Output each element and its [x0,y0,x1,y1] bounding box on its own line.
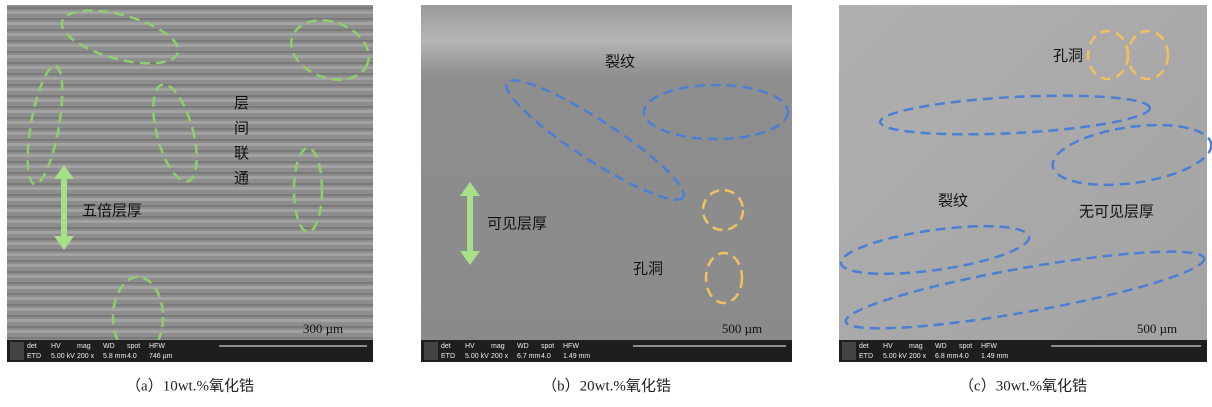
sem-image [839,5,1207,362]
info-value: 1.49 mm [981,353,1008,360]
scale-label: 300 µm [303,321,343,336]
annotation-label: 无可见层厚 [1079,204,1154,220]
info-value: ETD [27,353,41,360]
info-header: HV [51,343,61,350]
logo [10,342,24,360]
info-value: 5.00 kV [465,353,489,360]
info-value: 746 µm [149,353,173,360]
info-value: 5.00 kV [883,353,907,360]
info-header: HV [883,343,893,350]
info-value: 6.8 mm [935,353,959,360]
logo [842,342,856,360]
annotation-label: 裂纹 [938,192,968,209]
figure: 层间联通五倍层厚detETDHV5.00 kVmag200 xWD5.8 mms… [0,0,1212,407]
info-value: 5.8 mm [103,353,127,360]
annotation-label: 孔洞 [633,260,663,277]
caption: （a）10wt.%氧化锆 [126,377,254,394]
info-value: 200 x [77,353,95,360]
logo [424,342,438,360]
info-header: spot [541,343,554,350]
info-header: det [27,343,37,350]
info-header: HV [465,343,475,350]
annotation-label: 可见层厚 [487,216,547,232]
annotation-label: 孔洞 [1053,47,1083,64]
info-header: WD [935,343,947,350]
info-value: ETD [441,353,455,360]
info-header: HFW [981,343,997,350]
info-value: 1.49 mm [563,353,590,360]
info-header: spot [127,343,140,350]
info-value: 4.0 [959,353,969,360]
annotation-label: 五倍层厚 [82,202,142,219]
info-value: 4.0 [127,353,137,360]
info-value: 6.7 mm [517,353,541,360]
scale-label: 500 µm [1137,321,1177,336]
scale-label: 500 µm [722,321,762,336]
info-value: 4.0 [541,353,551,360]
info-header: mag [77,343,91,350]
annotation-label: 层间联通 [232,95,249,195]
info-header: WD [103,343,115,350]
info-value: 5.00 kV [51,353,75,360]
info-header: HFW [149,343,165,350]
info-value: ETD [859,353,873,360]
info-header: det [441,343,451,350]
annotation-label: 裂纹 [605,53,635,70]
info-header: WD [517,343,529,350]
info-header: mag [909,343,923,350]
info-value: 200 x [491,353,509,360]
info-header: spot [959,343,972,350]
info-header: HFW [563,343,579,350]
info-value: 200 x [909,353,927,360]
caption: （c）30wt.%氧化锆 [959,377,1087,394]
info-header: det [859,343,869,350]
info-header: mag [491,343,505,350]
caption: （b）20wt.%氧化锆 [542,377,671,394]
